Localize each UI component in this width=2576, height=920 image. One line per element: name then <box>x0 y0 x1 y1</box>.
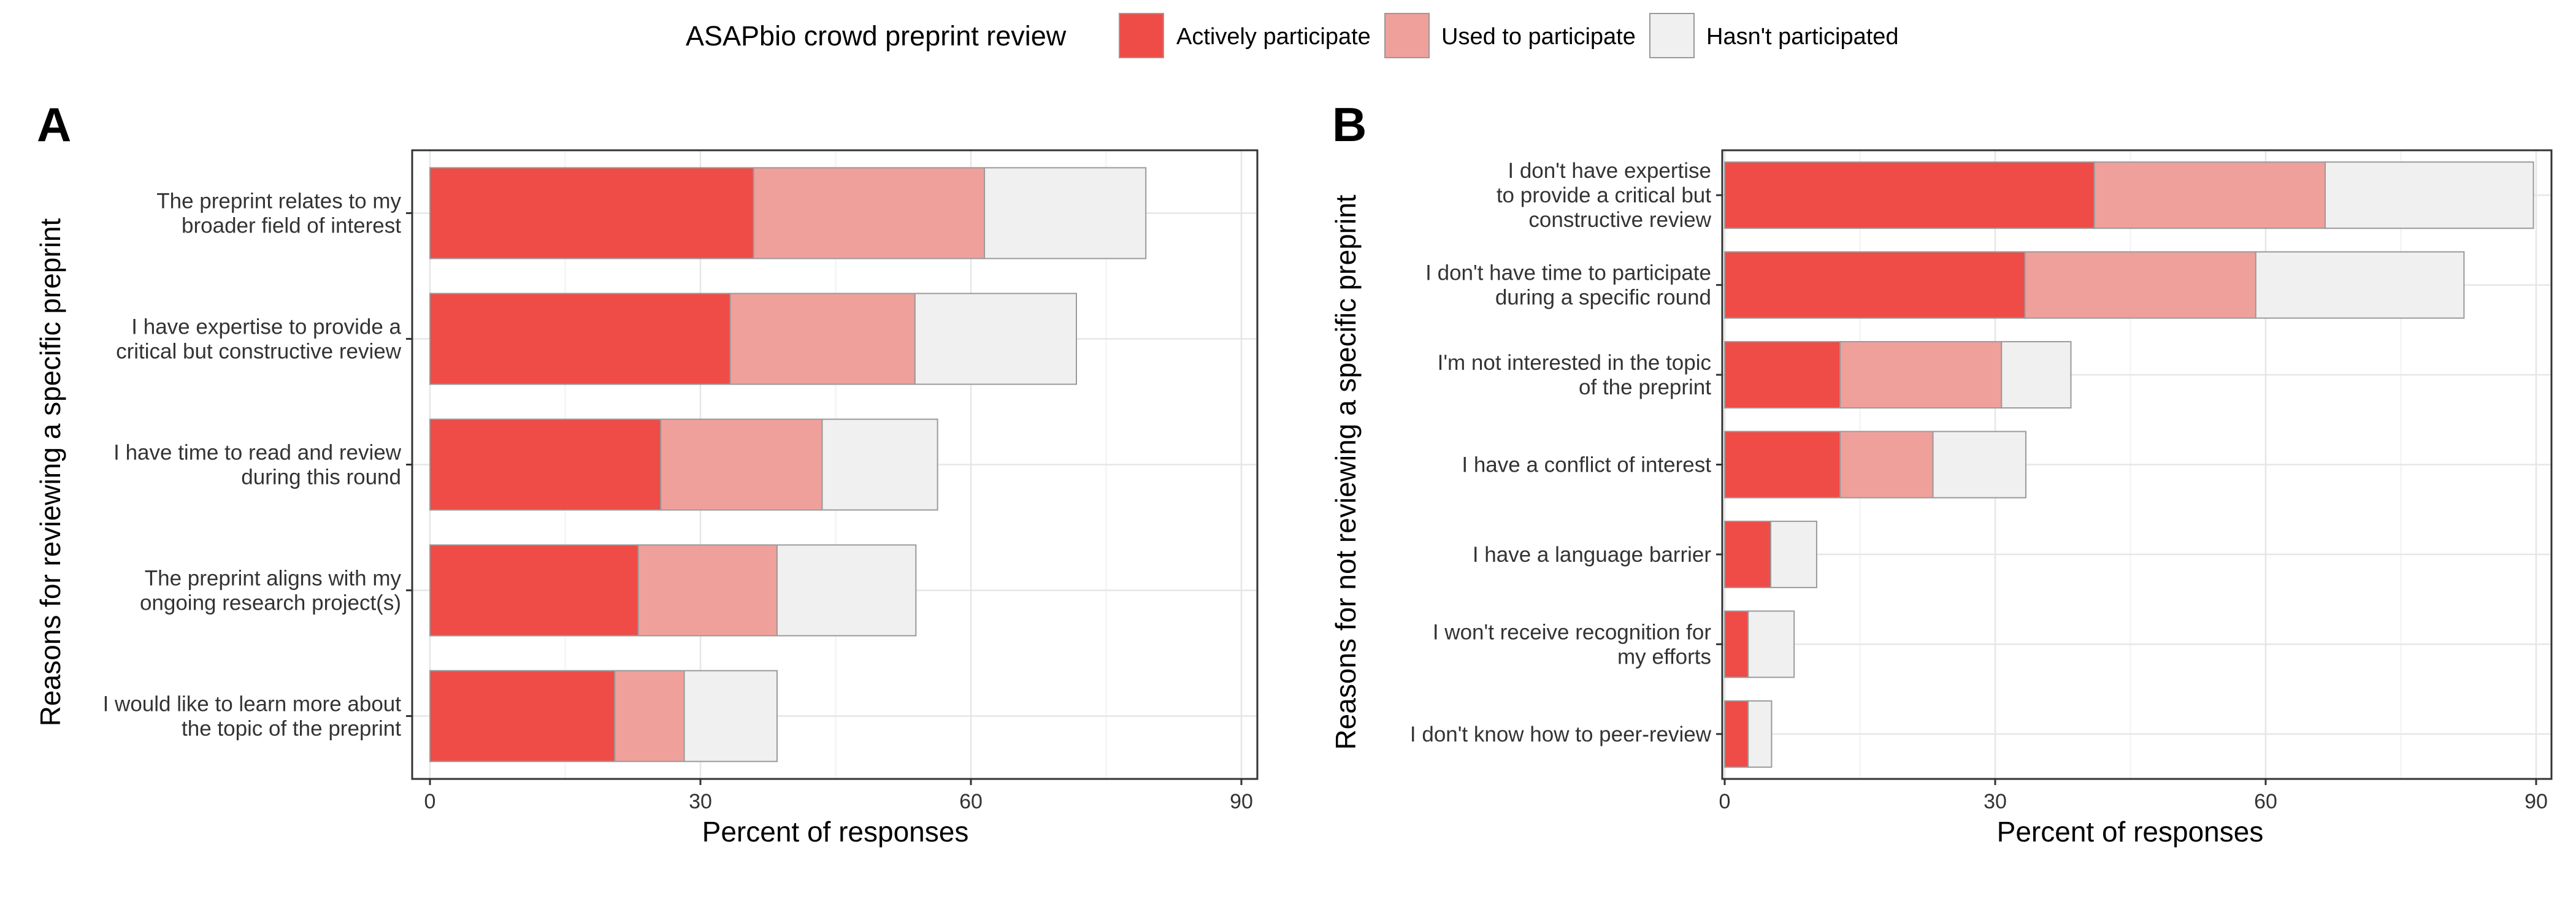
bar-a-4-2 <box>683 670 778 762</box>
category-label-line: I have time to read and review <box>113 441 402 465</box>
legend-swatch-never <box>1649 13 1695 58</box>
bar-b-1-1 <box>2024 251 2256 319</box>
bar-a-3-1 <box>637 544 778 637</box>
bar-b-1-2 <box>2255 251 2465 319</box>
plot-b: I don't have expertise to provide a criti… <box>1410 149 2553 813</box>
x-tick-label-b-1: 30 <box>1984 790 2007 813</box>
legend-label-never: Hasn't participated <box>1706 24 1899 50</box>
bar-b-0-1 <box>2093 161 2326 229</box>
category-label-line: constructive review <box>1528 208 1711 232</box>
bar-a-2-0 <box>429 418 662 511</box>
legend-swatch-active <box>1119 13 1164 58</box>
plot-a: The preprint relates to my broader field … <box>103 149 1259 813</box>
bar-a-4-0 <box>429 670 616 762</box>
panel-label-b: B <box>1332 98 1367 151</box>
category-label-a-4: I would like to learn more about the topi… <box>103 692 402 741</box>
category-label-line: critical but constructive review <box>116 340 402 364</box>
x-tick-label-a-2: 60 <box>959 790 983 813</box>
category-label-a-3: The preprint aligns with my ongoing resea… <box>140 567 402 615</box>
x-tick-label-b-2: 60 <box>2254 790 2277 813</box>
legend-swatch-used <box>1384 13 1430 58</box>
bar-a-0-2 <box>984 167 1147 259</box>
category-label-line: broader field of interest <box>182 214 401 238</box>
category-label-b-3: I have a conflict of interest <box>1462 453 1711 477</box>
category-label-line: ongoing research project(s) <box>140 591 401 615</box>
category-label-line: of the preprint <box>1579 375 1711 399</box>
bar-b-4-2 <box>1769 520 1817 588</box>
bar-a-2-1 <box>660 418 823 511</box>
bar-b-4-0 <box>1724 520 1771 588</box>
category-label-line: my efforts <box>1617 645 1711 669</box>
panel-a: A Reasons for reviewing a specific prepr… <box>34 98 1259 848</box>
category-label-line: I don't have expertise <box>1508 159 1711 183</box>
bar-b-6-2 <box>1747 700 1773 768</box>
x-tick-label-b-3: 90 <box>2524 790 2548 813</box>
bar-a-0-1 <box>753 167 986 259</box>
bar-a-3-2 <box>776 544 917 637</box>
bar-a-2-2 <box>821 418 938 511</box>
bar-b-0-0 <box>1724 161 2095 229</box>
category-label-b-0: I don't have expertise to provide a criti… <box>1497 159 1712 232</box>
panel-label-a: A <box>37 98 71 151</box>
category-label-a-1: I have expertise to provide a critical bu… <box>116 315 402 364</box>
category-label-a-0: The preprint relates to my broader field … <box>156 190 401 238</box>
bar-b-2-1 <box>1839 341 2003 409</box>
category-label-line: the topic of the preprint <box>182 717 401 741</box>
legend-title: ASAPbio crowd preprint review <box>686 20 1067 52</box>
x-axis-title-b: Percent of responses <box>1997 816 2264 848</box>
bar-a-4-1 <box>614 670 685 762</box>
category-label-b-1: I don't have time to participate during a… <box>1425 261 1711 310</box>
category-label-line: during this round <box>241 466 401 489</box>
bar-a-1-1 <box>729 293 916 385</box>
panel-b: B Reasons for not reviewing a specific p… <box>1330 98 2553 848</box>
legend-label-active: Actively participate <box>1176 24 1371 50</box>
category-label-line: I don't know how to peer-review <box>1410 723 1712 746</box>
category-label-b-6: I don't know how to peer-review <box>1410 723 1712 746</box>
category-label-a-2: I have time to read and review during thi… <box>113 441 402 489</box>
category-label-line: I have expertise to provide a <box>131 315 401 339</box>
bar-a-3-0 <box>429 544 639 637</box>
category-label-line: I'm not interested in the topic <box>1438 351 1711 375</box>
x-tick-label-b-0: 0 <box>1719 790 1731 813</box>
legend: ASAPbio crowd preprint review Actively p… <box>686 13 1899 58</box>
y-axis-title-b: Reasons for not reviewing a specific pre… <box>1330 194 1362 749</box>
bar-a-0-0 <box>429 167 754 259</box>
category-label-line: I would like to learn more about <box>103 692 402 716</box>
bar-b-5-0 <box>1724 610 1749 678</box>
bar-b-3-0 <box>1724 431 1841 499</box>
category-label-line: The preprint aligns with my <box>145 567 402 591</box>
category-label-b-2: I'm not interested in the topic of the pr… <box>1438 351 1712 399</box>
y-axis-title-a: Reasons for reviewing a specific preprin… <box>34 218 66 727</box>
legend-label-used: Used to participate <box>1441 24 1636 50</box>
bar-b-3-1 <box>1839 431 1934 499</box>
x-tick-label-a-0: 0 <box>424 790 436 813</box>
bar-b-2-0 <box>1724 341 1841 409</box>
category-label-line: I have a conflict of interest <box>1462 453 1711 477</box>
category-label-b-4: I have a language barrier <box>1473 543 1711 567</box>
category-label-line: I won't receive recognition for <box>1433 620 1711 644</box>
category-label-line: The preprint relates to my <box>156 190 401 213</box>
bar-b-5-2 <box>1747 610 1795 678</box>
x-tick-label-a-3: 90 <box>1230 790 1253 813</box>
bar-b-2-2 <box>2001 341 2072 409</box>
bar-a-1-0 <box>429 293 731 385</box>
category-label-b-5: I won't receive recognition for my effort… <box>1433 620 1711 669</box>
category-label-line: I have a language barrier <box>1473 543 1711 567</box>
bar-a-1-2 <box>914 293 1077 385</box>
bar-b-3-2 <box>1932 431 2026 499</box>
x-axis-title-a: Percent of responses <box>702 816 969 848</box>
bar-b-6-0 <box>1724 700 1749 768</box>
category-label-line: during a specific round <box>1495 286 1711 310</box>
bar-b-0-2 <box>2325 161 2534 229</box>
x-tick-label-a-1: 30 <box>689 790 712 813</box>
bar-b-1-0 <box>1724 251 2026 319</box>
category-label-line: I don't have time to participate <box>1425 261 1711 285</box>
category-label-line: to provide a critical but <box>1497 183 1711 207</box>
